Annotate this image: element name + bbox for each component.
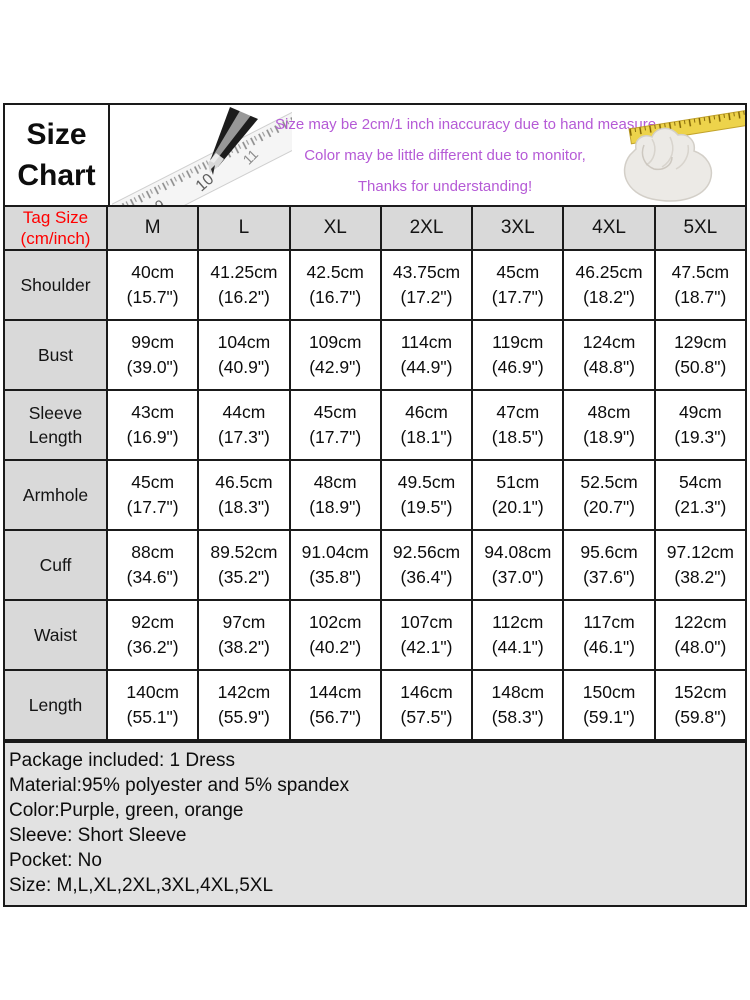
table-row-sleeve-length: Sleeve Length 43cm (16.9") 44cm (17.3") … [3, 389, 748, 461]
measurement-cell: 124cm (48.8") [562, 319, 656, 391]
measurement-cell: 112cm (44.1") [471, 599, 565, 671]
measurement-cell: 117cm (46.1") [562, 599, 656, 671]
measurement-cell: 45cm (17.7") [105, 459, 200, 531]
measurement-cell: 144cm (56.7") [288, 669, 382, 741]
measurement-cell: 48cm (18.9") [562, 389, 656, 461]
measurement-cell: 148cm (58.3") [471, 669, 565, 741]
measurement-cell: 94.08cm (37.0") [471, 529, 565, 601]
measurement-cell: 104cm (40.9") [197, 319, 291, 391]
size-column-header-3xl: 3XL [471, 205, 565, 251]
measurement-cell: 44cm (17.3") [197, 389, 291, 461]
size-table: Tag Size (cm/inch) M L XL 2XL 3XL 4XL 5X… [3, 205, 748, 741]
measurement-cell: 48cm (18.9") [288, 459, 382, 531]
measurement-cell: 43.75cm (17.2") [379, 249, 474, 321]
banner-body: 9 10 11 Size may be 2cm/1 inch inaccurac… [84, 105, 745, 205]
measurement-cell: 54cm (21.3") [653, 459, 748, 531]
table-row-cuff: Cuff 88cm (34.6") 89.52cm (35.2") 91.04c… [3, 529, 748, 601]
measurement-cell: 40cm (15.7") [105, 249, 200, 321]
measurement-cell: 47.5cm (18.7") [653, 249, 748, 321]
measurement-cell: 92cm (36.2") [105, 599, 200, 671]
detail-line-sleeve: Sleeve: Short Sleeve [9, 825, 187, 846]
measurement-cell: 47cm (18.5") [471, 389, 565, 461]
measurement-cell: 43cm (16.9") [105, 389, 200, 461]
measurement-cell: 46cm (18.1") [379, 389, 474, 461]
measurement-cell: 152cm (59.8") [653, 669, 748, 741]
measurement-cell: 95.6cm (37.6") [562, 529, 656, 601]
measurement-cell: 119cm (46.9") [471, 319, 565, 391]
note-line-2: Color may be little different due to mon… [304, 146, 586, 164]
table-row-waist: Waist 92cm (36.2") 97cm (38.2") 102cm (4… [3, 599, 748, 671]
measurement-cell: 88cm (34.6") [105, 529, 200, 601]
size-column-header-5xl: 5XL [653, 205, 748, 251]
size-column-header-l: L [197, 205, 291, 251]
detail-line-package: Package included: 1 Dress [9, 750, 236, 771]
measurement-cell: 45cm (17.7") [471, 249, 565, 321]
measurement-cell: 97.12cm (38.2") [653, 529, 748, 601]
measurement-cell: 41.25cm (16.2") [197, 249, 291, 321]
row-label: Length [3, 669, 108, 741]
measurement-cell: 92.56cm (36.4") [379, 529, 474, 601]
detail-line-pocket: Pocket: No [9, 850, 102, 871]
measurement-cell: 122cm (48.0") [653, 599, 748, 671]
measurement-cell: 51cm (20.1") [471, 459, 565, 531]
measurement-cell: 45cm (17.7") [288, 389, 382, 461]
measurement-cell: 49.5cm (19.5") [379, 459, 474, 531]
table-row-length: Length 140cm (55.1") 142cm (55.9") 144cm… [3, 669, 748, 741]
size-chart-sheet: Size Chart 9 10 11 [3, 103, 748, 907]
size-chart-title: Size Chart [5, 105, 110, 205]
note-line-3: Thanks for understanding! [357, 177, 533, 195]
measurement-cell: 52.5cm (20.7") [562, 459, 656, 531]
table-row-shoulder: Shoulder 40cm (15.7") 41.25cm (16.2") 42… [3, 249, 748, 321]
measurement-cell: 140cm (55.1") [105, 669, 200, 741]
banner-notes: Size may be 2cm/1 inch inaccuracy due to… [275, 105, 661, 205]
measurement-cell: 46.25cm (18.2") [562, 249, 656, 321]
measurement-cell: 142cm (55.9") [197, 669, 291, 741]
size-column-header-2xl: 2XL [379, 205, 474, 251]
row-label: Sleeve Length [3, 389, 108, 461]
measurement-cell: 91.04cm (35.8") [288, 529, 382, 601]
measurement-cell: 107cm (42.1") [379, 599, 474, 671]
measurement-cell: 99cm (39.0") [105, 319, 200, 391]
size-column-header-m: M [105, 205, 200, 251]
measurement-cell: 97cm (38.2") [197, 599, 291, 671]
measurement-cell: 146cm (57.5") [379, 669, 474, 741]
measurement-cell: 89.52cm (35.2") [197, 529, 291, 601]
note-line-1: Size may be 2cm/1 inch inaccuracy due to… [275, 115, 661, 133]
table-row-bust: Bust 99cm (39.0") 104cm (40.9") 109cm (4… [3, 319, 748, 391]
hand-tape-image [600, 105, 745, 205]
detail-line-size: Size: M,L,XL,2XL,3XL,4XL,5XL [9, 875, 274, 896]
measurement-cell: 114cm (44.9") [379, 319, 474, 391]
size-column-header-4xl: 4XL [562, 205, 656, 251]
measurement-cell: 129cm (50.8") [653, 319, 748, 391]
row-label: Armhole [3, 459, 108, 531]
detail-line-color: Color:Purple, green, orange [9, 800, 244, 821]
measurement-cell: 49cm (19.3") [653, 389, 748, 461]
svg-text:9: 9 [152, 197, 167, 205]
measurement-cell: 150cm (59.1") [562, 669, 656, 741]
ruler-pencil-image: 9 10 11 [84, 105, 324, 205]
row-label: Bust [3, 319, 108, 391]
product-details-box: Package included: 1 Dress Material:95% p… [3, 741, 747, 907]
table-row-armhole: Armhole 45cm (17.7") 46.5cm (18.3") 48cm… [3, 459, 748, 531]
measurement-cell: 42.5cm (16.7") [288, 249, 382, 321]
row-label: Cuff [3, 529, 108, 601]
detail-line-material: Material:95% polyester and 5% spandex [9, 775, 350, 796]
corner-header: Tag Size (cm/inch) [3, 205, 108, 251]
table-header-row: Tag Size (cm/inch) M L XL 2XL 3XL 4XL 5X… [3, 205, 748, 251]
banner: Size Chart 9 10 11 [3, 103, 747, 205]
row-label: Waist [3, 599, 108, 671]
row-label: Shoulder [3, 249, 108, 321]
measurement-cell: 46.5cm (18.3") [197, 459, 291, 531]
measurement-cell: 109cm (42.9") [288, 319, 382, 391]
size-column-header-xl: XL [288, 205, 382, 251]
measurement-cell: 102cm (40.2") [288, 599, 382, 671]
